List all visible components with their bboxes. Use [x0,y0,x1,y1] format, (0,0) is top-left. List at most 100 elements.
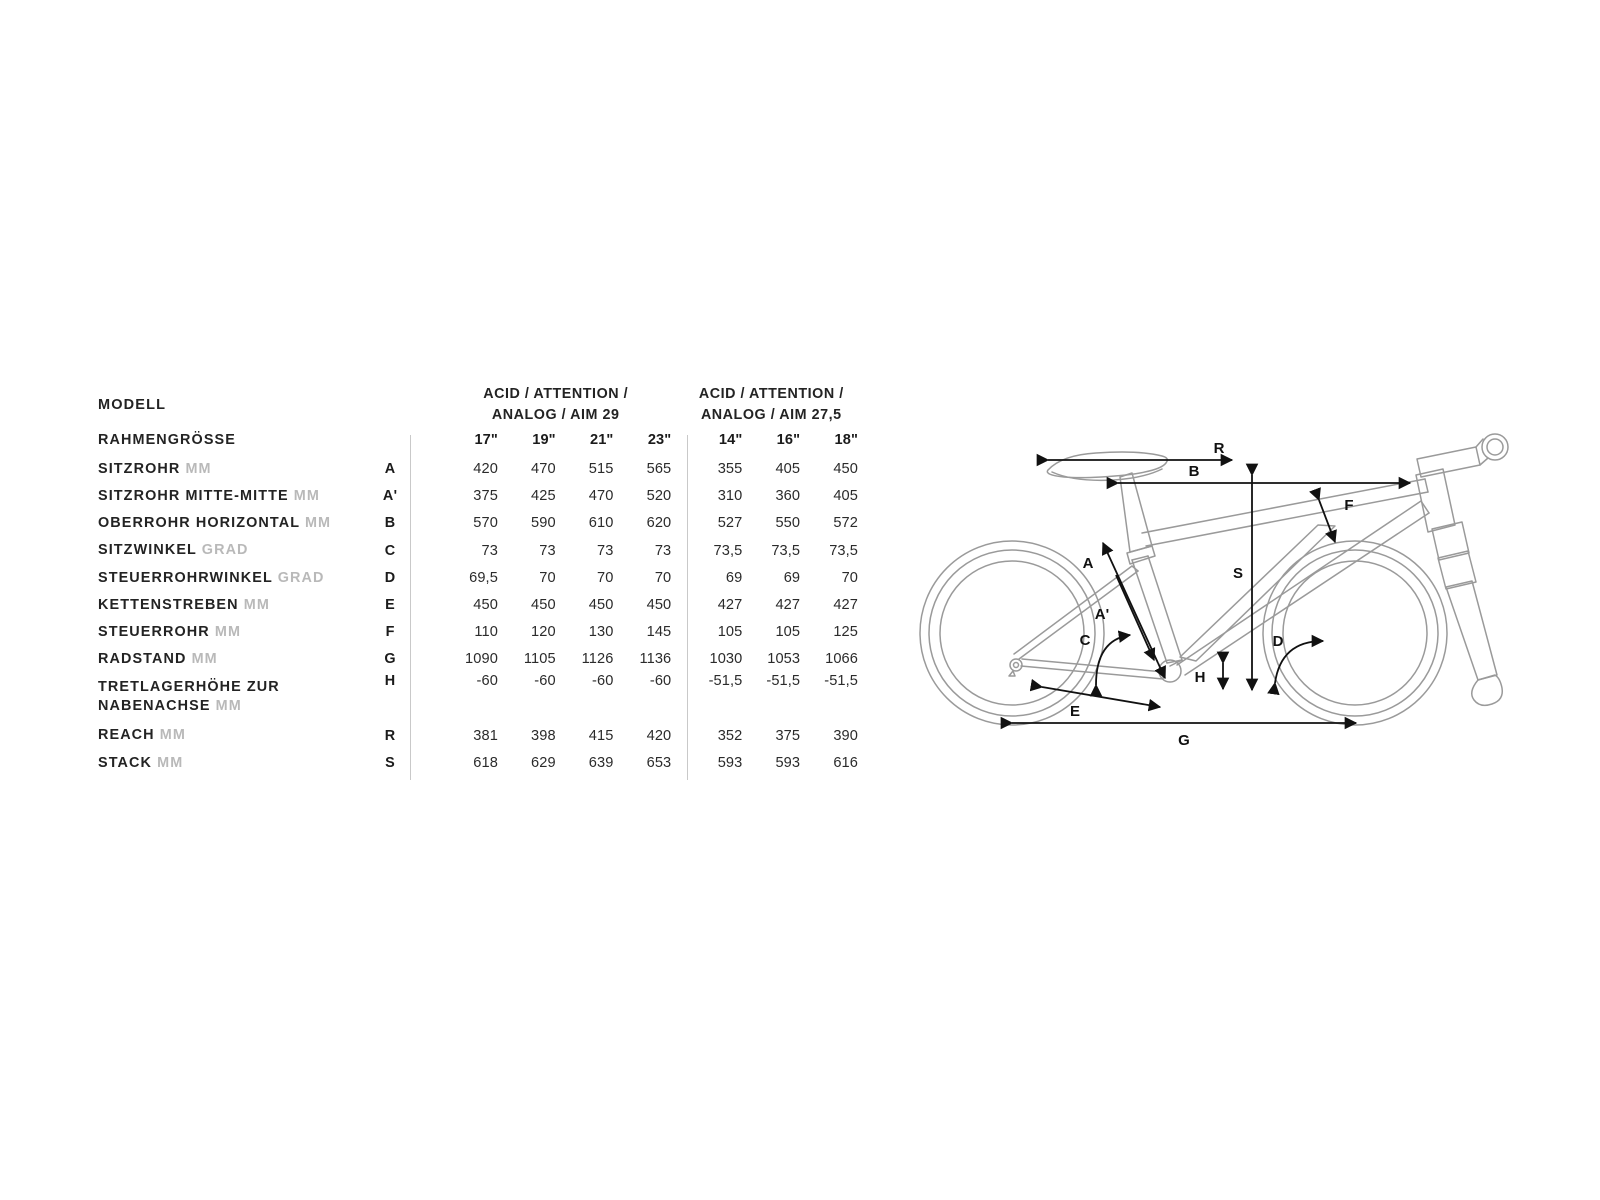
cell-29: 69,5 [469,569,498,586]
handlebar-clamp-inner [1486,438,1504,456]
fork-crown [1431,521,1470,561]
handlebar-clamp-outer [1481,433,1509,461]
row-label: OBERROHR HORIZONTAL MM [98,510,356,537]
table-row: SITZROHR MM A 420 470 515 565 355 405 450 [98,455,858,482]
cell-29: -60 [534,672,556,689]
cell-29: 610 [588,515,614,532]
saddle-underside [1051,468,1163,482]
table-row-frame-size: RAHMENGRÖSSE 17" 19" 21" 23" 14" 16" 18" [98,425,858,455]
chainstay-upper [1021,658,1165,673]
cell-29: 130 [588,624,614,641]
size-29-1: 19" [532,432,556,449]
cell-29: 618 [473,754,498,771]
cell-29: 120 [531,624,556,641]
cell-29: 425 [531,488,556,505]
geometry-rows: SITZROHR MM A 420 470 515 565 355 405 450 SITZROH… [98,455,858,776]
row-letter: C [384,542,396,559]
size-29-0: 17" [474,432,498,449]
cell-29: 73 [597,542,614,559]
cell-275: -51,5 [708,672,743,689]
cell-29: 639 [588,754,614,771]
row-label-name: SITZROHR [98,460,181,477]
row-label: RADSTAND MM [98,646,356,673]
cell-29: 1105 [523,651,556,668]
gap-spacer-1 [425,384,441,425]
dim-line-A-b [1154,662,1166,680]
fork-leg [1445,580,1498,681]
dim-label-B: B [1189,463,1200,480]
cell-29: 629 [531,754,556,771]
size-275-0: 14" [718,432,743,449]
row-label-name: SITZWINKEL [98,542,197,559]
row-label: STEUERROHR MM [98,619,356,646]
row-gap-2 [671,591,684,618]
cell-275: 105 [717,624,743,641]
cell-275: 70 [841,569,858,586]
table-row: OBERROHR HORIZONTAL MM B 570 590 610 620 527 55… [98,510,858,537]
row-label-unit: MM [293,488,320,504]
seatpost [1119,472,1153,553]
cell-29: 470 [588,488,614,505]
cell-275: 73,5 [771,542,801,559]
cell-275: 69 [783,569,801,586]
row-gap-1 [425,619,441,646]
dim-label-G: G [1178,732,1190,749]
dim-line-A [1101,541,1159,664]
row-letter: B [384,515,396,532]
dim-label-C: C [1080,632,1091,649]
cell-275: 1066 [825,651,858,668]
table-group-header-row: MODELL ACID / ATTENTION / ANALOG / AIM 2… [98,384,858,425]
dim-label-S: S [1233,565,1243,582]
rear-hub [1009,658,1023,672]
dim-label-D: D [1273,633,1284,650]
cell-275: 405 [775,461,801,478]
top-tube-upper [1141,478,1426,534]
row-letter: A' [382,488,398,505]
cell-275: 69 [725,569,743,586]
dimension-labels: R B A A' C E G H S D F [1070,440,1354,749]
row-label: STACK MM [98,749,356,776]
seat-tube-left [1131,559,1168,664]
table-row: TRETLAGERHÖHE ZUR NABENACHSE MM H -60 -60 -6… [98,673,858,722]
geometry-table: MODELL ACID / ATTENTION / ANALOG / AIM 2… [98,384,858,776]
row-letter: D [384,569,396,586]
row-label: SITZROHR MM [98,455,356,482]
row-label-unit: MM [185,460,212,477]
dim-line-F [1309,487,1337,544]
table-row: RADSTAND MM G 1090 1105 1126 1136 1030 1053 1066 [98,646,858,673]
row-label-unit: MM [304,515,332,532]
cell-29: 73 [539,542,556,559]
modell-header: MODELL [98,396,167,413]
cell-29: 1090 [465,651,498,668]
cell-275: 450 [833,461,858,478]
seatstay-lower [1018,570,1139,660]
cell-275: 352 [717,727,743,744]
cell-275: 360 [775,488,801,505]
row-gap-1 [425,646,441,673]
cell-275: 73,5 [713,542,743,559]
row-label-name: KETTENSTREBEN [98,596,239,613]
cell-29: 470 [531,461,556,478]
row-label-name: RADSTAND [98,651,187,668]
cell-275: 427 [717,596,743,613]
row-label-unit: MM [191,651,218,668]
row-gap-2 [671,673,684,722]
row-label-unit: MM [243,596,270,613]
fork-dropout [1471,674,1504,707]
size-29-3: 23" [647,432,672,449]
table-divider-right [687,435,688,780]
row-letter: F [385,624,395,641]
table-row: REACH MM R 381 398 415 420 352 375 390 [98,722,858,749]
cell-275: 427 [775,596,801,613]
cell-275: 1053 [767,651,801,668]
frame-size-gap-1 [425,425,441,455]
cell-29: 381 [473,727,498,744]
cell-275: 550 [775,515,801,532]
gap-spacer-2 [671,384,684,425]
row-label-unit: MM [215,698,242,715]
row-letter: H [384,672,396,689]
row-letter: R [384,727,396,744]
cell-29: 570 [473,515,498,532]
row-label-unit: MM [159,727,186,744]
